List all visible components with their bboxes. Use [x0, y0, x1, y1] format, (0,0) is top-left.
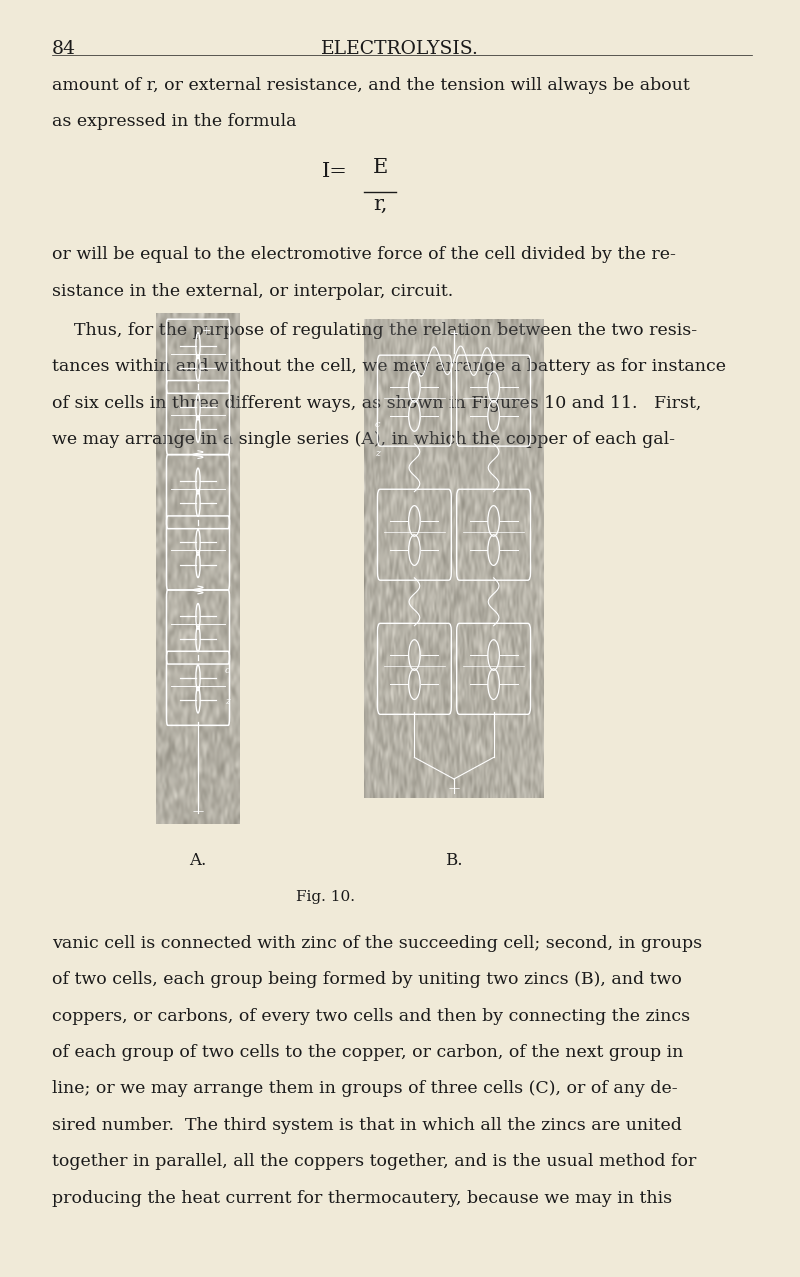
Text: or will be equal to the electromotive force of the cell divided by the re-: or will be equal to the electromotive fo… [52, 246, 676, 263]
Text: tances within and without the cell, we may arrange a battery as for instance: tances within and without the cell, we m… [52, 358, 726, 375]
Text: A.: A. [190, 852, 206, 868]
Text: Fig. 10.: Fig. 10. [297, 890, 355, 904]
Text: together in parallel, all the coppers together, and is the usual method for: together in parallel, all the coppers to… [52, 1153, 696, 1170]
Text: we may arrange in a single series (A), in which the copper of each gal-: we may arrange in a single series (A), i… [52, 430, 675, 448]
Text: —: — [449, 783, 459, 793]
Text: I=: I= [322, 162, 348, 181]
Text: of six cells in three different ways, as shown in Figures 10 and 11.   First,: of six cells in three different ways, as… [52, 395, 702, 411]
Text: ELECTROLYSIS.: ELECTROLYSIS. [321, 40, 479, 57]
Text: z: z [374, 448, 380, 458]
Text: line; or we may arrange them in groups of three cells (C), or of any de-: line; or we may arrange them in groups o… [52, 1080, 678, 1097]
Text: as expressed in the formula: as expressed in the formula [52, 114, 297, 130]
Text: sired number.  The third system is that in which all the zincs are united: sired number. The third system is that i… [52, 1116, 682, 1134]
Text: B.: B. [446, 852, 462, 868]
Text: vanic cell is connected with zinc of the succeeding cell; second, in groups: vanic cell is connected with zinc of the… [52, 935, 702, 951]
Text: Thus, for the purpose of regulating the relation between the two resis-: Thus, for the purpose of regulating the … [52, 322, 697, 338]
Text: 84: 84 [52, 40, 76, 57]
Text: E: E [372, 158, 388, 178]
Text: c: c [225, 665, 230, 676]
Text: amount of r, or external resistance, and the tension will always be about: amount of r, or external resistance, and… [52, 77, 690, 93]
Text: r,: r, [373, 195, 387, 215]
Text: producing the heat current for thermocautery, because we may in this: producing the heat current for thermocau… [52, 1190, 672, 1207]
Text: of two cells, each group being formed by uniting two zincs (B), and two: of two cells, each group being formed by… [52, 972, 682, 988]
Text: coppers, or carbons, of every two cells and then by connecting the zincs: coppers, or carbons, of every two cells … [52, 1008, 690, 1024]
Text: z: z [225, 696, 230, 706]
Text: sistance in the external, or interpolar, circuit.: sistance in the external, or interpolar,… [52, 283, 454, 300]
Text: +: + [450, 328, 458, 338]
Text: +: + [202, 326, 211, 336]
Text: —: — [193, 806, 203, 816]
Text: c: c [374, 420, 380, 429]
Text: of each group of two cells to the copper, or carbon, of the next group in: of each group of two cells to the copper… [52, 1045, 683, 1061]
